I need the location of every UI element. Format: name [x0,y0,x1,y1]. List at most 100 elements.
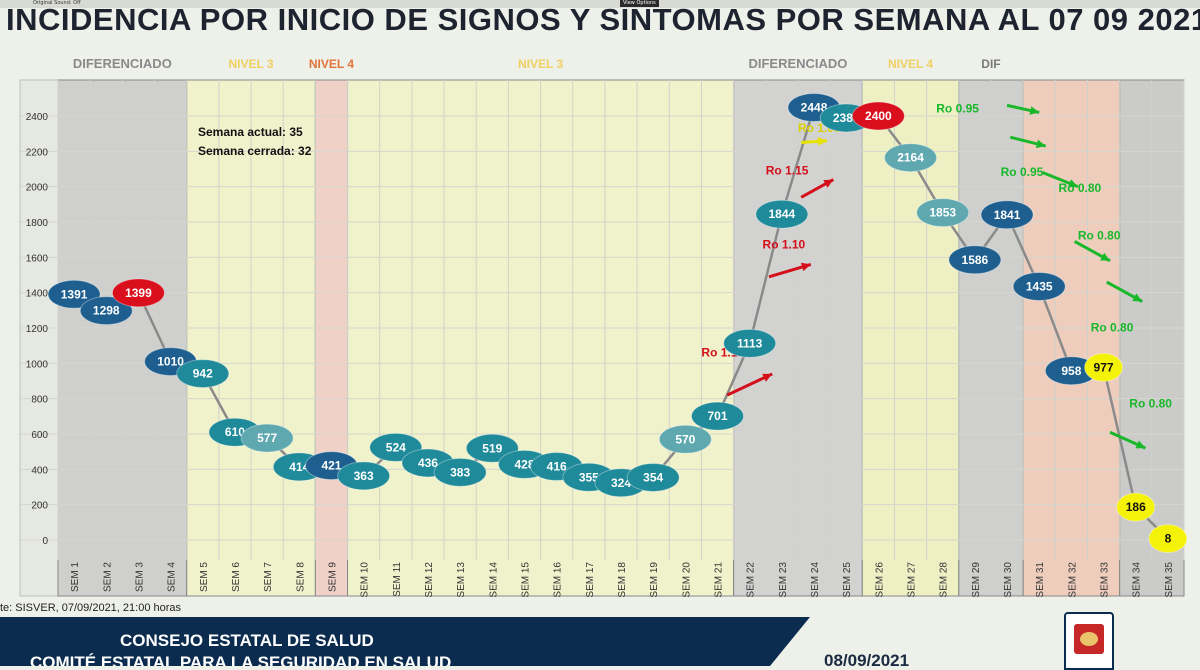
x-tick-label: SEM 19 [649,562,660,598]
x-tick-label: SEM 2 [102,562,113,592]
data-point [1148,524,1188,554]
y-tick-label: 400 [31,465,48,476]
x-tick-label: SEM 5 [199,562,210,592]
data-point [980,200,1034,230]
ro-arrow-head-5 [1035,139,1046,149]
data-label: 355 [579,470,599,484]
x-tick-label: SEM 4 [167,562,178,592]
data-label: 524 [386,440,406,454]
y-tick-label: 1400 [26,289,49,300]
annotation-0: Semana actual: 35 [198,125,303,139]
data-label: 1844 [769,207,796,221]
band-label-3: NIVEL 3 [518,57,563,71]
y-tick-label: 0 [42,536,48,547]
y-tick-label: 1600 [26,253,49,264]
data-label: 414 [289,460,309,474]
ro-arrow-head-6 [1067,179,1078,188]
data-label: 428 [514,457,534,471]
data-point [1012,271,1066,301]
data-label: 363 [354,469,374,483]
y-tick-label: 600 [31,430,48,441]
data-label: 977 [1094,360,1114,374]
x-tick-label: SEM 20 [681,562,692,598]
ro-label-1: Ro 1.10 [763,238,806,252]
footer-committee: COMITÉ ESTATAL PARA LA SEGURIDAD EN SALU… [30,653,452,666]
data-label: 1586 [962,253,989,267]
data-point [1116,492,1156,522]
data-label: 519 [482,441,502,455]
data-label: 416 [547,460,567,474]
x-tick-label: SEM 1 [70,562,81,592]
x-tick-label: SEM 28 [939,562,950,598]
view-options-button[interactable]: View Options [620,0,659,7]
data-label: 436 [418,456,438,470]
x-tick-label: SEM 10 [360,562,371,598]
x-tick-label: SEM 12 [424,562,435,598]
x-tick-label: SEM 27 [907,562,918,598]
x-tick-label: SEM 34 [1132,562,1143,598]
state-seal-icon [1064,612,1114,670]
x-tick-label: SEM 24 [810,562,821,598]
data-point [626,462,680,492]
x-tick-label: SEM 15 [520,562,531,598]
x-tick-label: SEM 13 [456,562,467,598]
y-tick-label: 1800 [26,218,49,229]
band-label-5: NIVEL 4 [888,57,933,71]
footer-light-area [810,617,1200,666]
x-tick-label: SEM 21 [714,562,725,598]
y-tick-label: 200 [31,501,48,512]
y-tick-label: 2200 [26,147,49,158]
data-label: 958 [1061,364,1081,378]
data-point [948,245,1002,275]
data-label: 570 [675,432,695,446]
ro-arrow-head-7 [1100,252,1111,261]
annotation-1: Semana cerrada: 32 [198,144,312,158]
meeting-chip[interactable]: Original Sound: Off [33,0,81,6]
data-label: 354 [643,470,663,484]
data-point [691,401,745,431]
data-label: 1435 [1026,279,1053,293]
x-tick-label: SEM 32 [1067,562,1078,598]
x-tick-label: SEM 29 [971,562,982,598]
x-tick-label: SEM 3 [134,562,145,592]
x-tick-label: SEM 16 [553,562,564,598]
data-point [851,101,905,131]
band-label-1: NIVEL 3 [228,57,273,71]
incidence-chart: DIFERENCIADO NIVEL 3 NIVEL 4 NIVEL 3 DIFEREN… [19,56,1188,598]
x-tick-label: SEM 31 [1035,562,1046,598]
band-label-2: NIVEL 4 [309,57,354,71]
data-point [884,143,938,173]
ro-label-8: Ro 0.80 [1091,321,1134,335]
footer-date: 08/09/2021 [824,651,910,666]
ro-label-2: Ro 1.15 [766,163,809,177]
data-label: 2164 [897,151,924,165]
band-7 [1022,79,1121,597]
ro-arrow-head-3 [817,137,827,146]
data-label: 1298 [93,304,120,318]
x-tick-label: SEM 14 [488,562,499,598]
data-label: 610 [225,425,245,439]
x-tick-label: SEM 6 [231,562,242,592]
x-tick-label: SEM 22 [746,562,757,598]
data-label: 1113 [737,336,763,350]
ro-arrow-head-0 [762,373,773,382]
x-tick-label: SEM 11 [392,562,403,597]
ro-arrow-head-1 [800,262,811,272]
data-label: 2448 [801,101,828,115]
x-tick-label: SEM 8 [295,562,306,592]
x-tick-label: SEM 30 [1003,562,1014,598]
seal-emblem [1080,632,1098,646]
data-label: 186 [1126,500,1146,514]
y-tick-label: 1000 [26,359,49,370]
ro-label-5: Ro 0.95 [1001,165,1044,179]
x-tick-label: SEM 9 [327,562,338,592]
data-point [433,457,487,487]
ro-label-9: Ro 0.80 [1129,397,1172,411]
data-point [1084,352,1124,382]
x-tick-label: SEM 23 [778,562,789,598]
meeting-bar: Original Sound: Off View Options [0,0,1200,8]
x-tick-label: SEM 26 [874,562,885,598]
data-label: 701 [707,409,727,423]
y-tick-label: 1200 [26,324,49,335]
data-source: te: SISVER, 07/09/2021, 21:00 horas [0,602,182,614]
